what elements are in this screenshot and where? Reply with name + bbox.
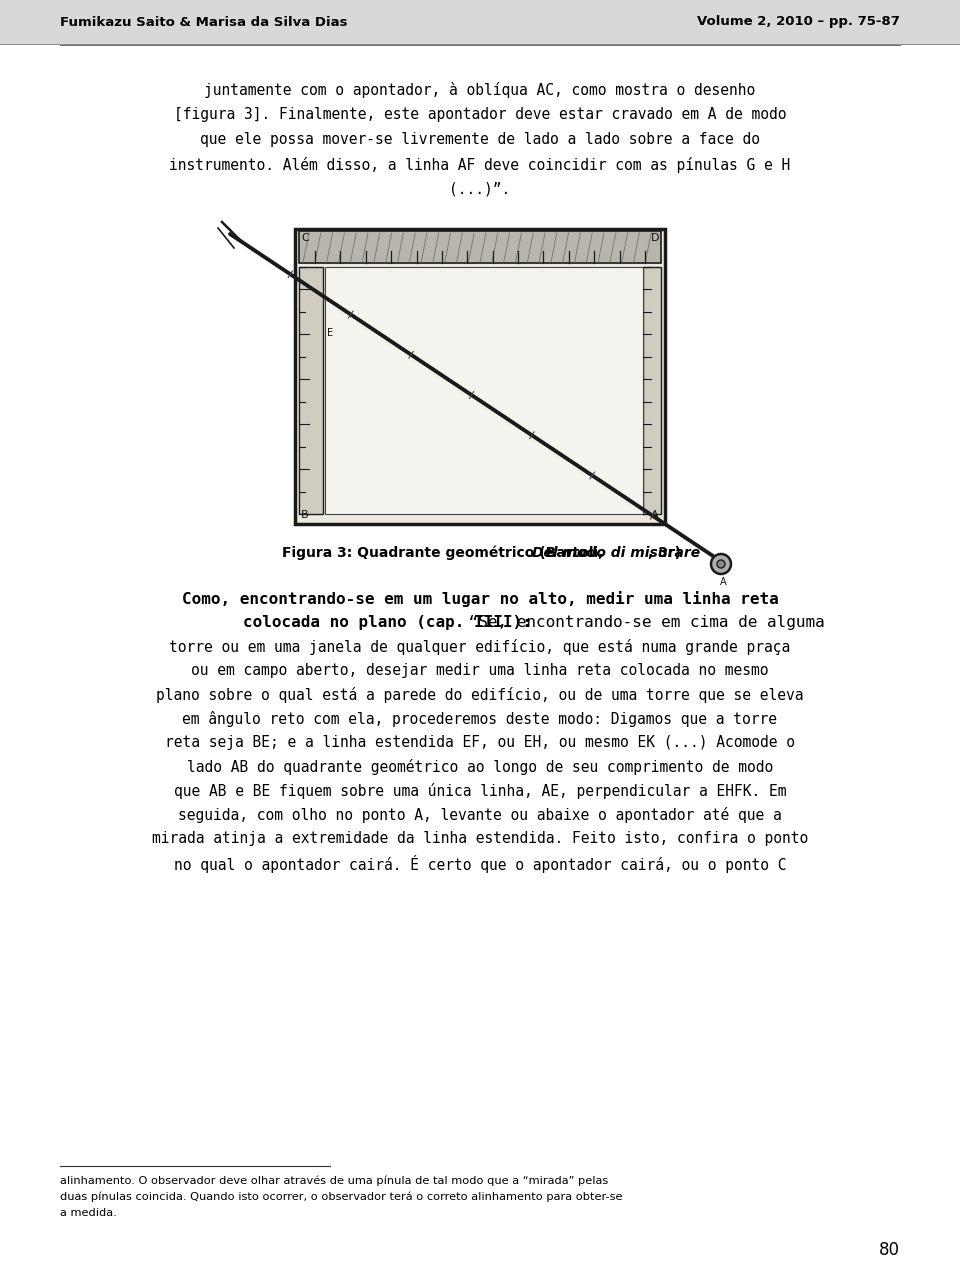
Text: juntamente com o apontador, à oblíqua AC, como mostra o desenho: juntamente com o apontador, à oblíqua AC… [204, 82, 756, 98]
Bar [0, 0, 960, 43]
Bar [299, 231, 661, 263]
Text: alinhamento. O observador deve olhar através de uma pínula de tal modo que a “mi: alinhamento. O observador deve olhar atr… [60, 1176, 609, 1186]
Text: “Se, encontrando-se em cima de alguma: “Se, encontrando-se em cima de alguma [459, 615, 825, 630]
Text: a medida.: a medida. [60, 1208, 117, 1218]
Bar [299, 267, 323, 514]
Text: em ângulo reto com ela, procederemos deste modo: Digamos que a torre: em ângulo reto com ela, procederemos des… [182, 711, 778, 727]
Text: instrumento. Além disso, a linha AF deve coincidir com as pínulas G e H: instrumento. Além disso, a linha AF deve… [169, 157, 791, 173]
Text: duas pínulas coincida. Quando isto ocorrer, o observador terá o correto alinhame: duas pínulas coincida. Quando isto ocorr… [60, 1192, 622, 1203]
Text: 80: 80 [879, 1241, 900, 1259]
Text: torre ou em uma janela de qualquer edifício, que está numa grande praça: torre ou em uma janela de qualquer edifí… [169, 639, 791, 656]
Text: C: C [301, 233, 309, 243]
Text: A: A [720, 576, 727, 587]
Bar [643, 267, 661, 514]
Text: no qual o apontador cairá. É certo que o apontador cairá, ou o ponto C: no qual o apontador cairá. É certo que o… [174, 855, 786, 873]
Bar [295, 229, 665, 524]
Text: E: E [327, 328, 333, 339]
Text: Fumikazu Saito & Marisa da Silva Dias: Fumikazu Saito & Marisa da Silva Dias [60, 15, 348, 28]
Text: (...)”.: (...)”. [449, 181, 511, 197]
Circle shape [711, 553, 731, 574]
Text: Volume 2, 2010 – pp. 75-87: Volume 2, 2010 – pp. 75-87 [697, 15, 900, 28]
Text: B: B [301, 510, 308, 520]
Text: que ele possa mover-se livremente de lado a lado sobre a face do: que ele possa mover-se livremente de lad… [200, 132, 760, 147]
Text: ou em campo aberto, desejar medir uma linha reta colocada no mesmo: ou em campo aberto, desejar medir uma li… [191, 663, 769, 679]
Text: lado AB do quadrante geométrico ao longo de seu comprimento de modo: lado AB do quadrante geométrico ao longo… [187, 759, 773, 774]
Text: mirada atinja a extremidade da linha estendida. Feito isto, confira o ponto: mirada atinja a extremidade da linha est… [152, 831, 808, 846]
Text: Figura 3: Quadrante geométrico (Bartoli,: Figura 3: Quadrante geométrico (Bartoli, [281, 546, 608, 561]
Text: A: A [652, 510, 659, 520]
Text: seguida, com olho no ponto A, levante ou abaixe o apontador até que a: seguida, com olho no ponto A, levante ou… [179, 806, 781, 823]
Text: plano sobre o qual está a parede do edifício, ou de uma torre que se eleva: plano sobre o qual está a parede do edif… [156, 688, 804, 703]
Text: , 3r): , 3r) [648, 546, 681, 560]
Text: colocada no plano (cap. IIII):: colocada no plano (cap. IIII): [243, 615, 532, 630]
Text: Del modo di misurare: Del modo di misurare [532, 546, 700, 560]
Bar [325, 267, 643, 514]
Text: [figura 3]. Finalmente, este apontador deve estar cravado em A de modo: [figura 3]. Finalmente, este apontador d… [174, 107, 786, 121]
Circle shape [717, 560, 725, 567]
Text: D: D [651, 233, 659, 243]
Text: que AB e BE fiquem sobre uma única linha, AE, perpendicular a EHFK. Em: que AB e BE fiquem sobre uma única linha… [174, 783, 786, 799]
Text: Como, encontrando-se em um lugar no alto, medir uma linha reta: Como, encontrando-se em um lugar no alto… [181, 590, 779, 607]
Text: reta seja BE; e a linha estendida EF, ou EH, ou mesmo EK (...) Acomode o: reta seja BE; e a linha estendida EF, ou… [165, 735, 795, 750]
